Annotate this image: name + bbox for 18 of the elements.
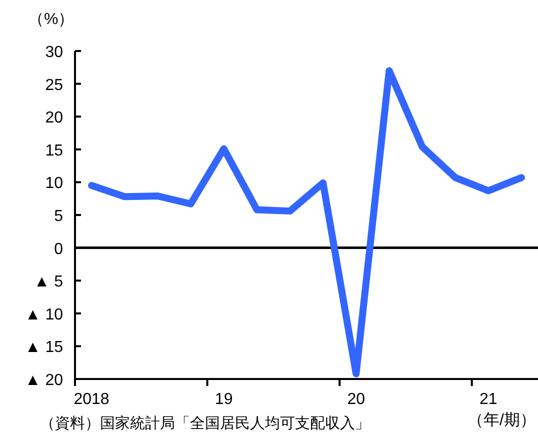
y-tick-label: ▲ 10 [24, 306, 64, 324]
y-tick-label: 0 [54, 240, 64, 258]
y-tick-label: ▲ 5 [34, 274, 64, 291]
y-tick-label: ▲ 15 [24, 339, 64, 356]
y-tick-label: ▲ 20 [24, 372, 64, 389]
y-axis-title: （%） [28, 11, 74, 28]
text: （資料）国家統計局「全国居民人均可支配収入」 [40, 415, 370, 432]
y-tick-label: 25 [45, 76, 64, 94]
x-tick-label: 19 [214, 391, 233, 408]
y-tick-label: 30 [45, 44, 64, 61]
x-axis-title: （年/期） [468, 411, 536, 429]
y-tick-label: 15 [45, 142, 64, 160]
x-tick-label: 21 [479, 391, 498, 408]
x-tick-label: 20 [347, 391, 366, 408]
y-tick-label: 10 [45, 175, 64, 192]
y-tick-label: 5 [54, 208, 64, 225]
x-tick-label: 2018 [74, 391, 110, 408]
y-tick-label: 20 [45, 110, 64, 127]
